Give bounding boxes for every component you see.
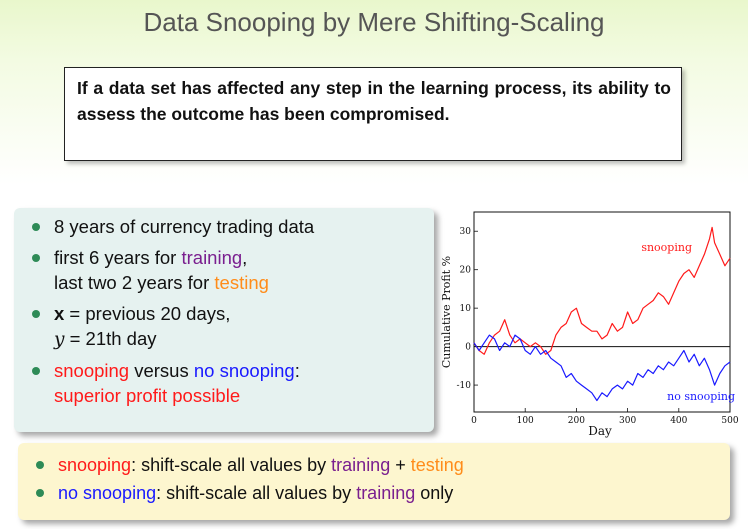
no-snooping-word: no snooping — [193, 360, 295, 381]
bullet-text: : — [294, 360, 300, 381]
series-label-snooping: snooping — [641, 241, 692, 254]
quote-box: If a data set has affected any step in t… — [64, 67, 682, 161]
series-line-no-snooping — [473, 334, 731, 402]
math-x: x — [54, 303, 65, 324]
bullet-text: 8 years of currency trading data — [54, 216, 315, 237]
training-word: training — [181, 247, 243, 268]
bullet-dot-icon — [32, 254, 40, 262]
bullet-text: = previous 20 days, — [64, 303, 231, 324]
bullet-dot-icon — [32, 223, 40, 231]
bullet-dot-icon — [32, 310, 40, 318]
training-word: training — [356, 483, 416, 503]
left-panel — [14, 208, 434, 432]
bullet-text: : shift-scale all values by — [156, 483, 357, 503]
bullet-text: = 21th day — [64, 328, 157, 349]
list-item: first 6 years for training, last two 2 y… — [26, 245, 426, 295]
x-tick-label: 400 — [670, 416, 687, 426]
series-label-no-snooping: no snooping — [667, 390, 735, 403]
bullet-text: only — [415, 483, 454, 503]
bullet-text: first 6 years for — [54, 247, 182, 268]
series-line-snooping — [473, 226, 731, 355]
snooping-word: snooping — [54, 360, 130, 381]
x-tick-label: 200 — [568, 416, 585, 426]
snooping-word: snooping — [58, 455, 132, 475]
slide-title: Data Snooping by Mere Shifting-Scaling — [143, 7, 605, 37]
left-bullet-list: 8 years of currency trading data first 6… — [26, 214, 426, 414]
y-tick-label: 10 — [460, 304, 472, 314]
x-tick-label: 500 — [721, 416, 738, 426]
list-item: snooping: shift-scale all values by trai… — [30, 451, 720, 479]
bullet-text: , — [242, 247, 248, 268]
bullet-text: last two 2 years for — [54, 272, 215, 293]
bullet-text: versus — [129, 360, 194, 381]
x-axis-label: Day — [588, 424, 612, 438]
bullet-dot-icon — [36, 461, 44, 469]
list-item: snooping versus no snooping: superior pr… — [26, 358, 426, 408]
profit-claim: superior profit possible — [54, 385, 241, 406]
list-item: x = previous 20 days, y = 21th day — [26, 301, 426, 352]
bottom-bullet-list: snooping: shift-scale all values by trai… — [30, 451, 720, 507]
bullet-text: + — [390, 455, 411, 475]
y-tick-label: 0 — [465, 343, 471, 353]
chart-series — [473, 226, 731, 402]
y-axis-label: Cumulative Profit % — [440, 256, 453, 368]
list-item: no snooping: shift-scale all values by t… — [30, 479, 720, 507]
y-tick-label: 20 — [460, 266, 472, 276]
x-tick-label: 0 — [471, 416, 477, 426]
y-tick-label: -10 — [457, 381, 472, 391]
x-tick-label: 100 — [517, 416, 534, 426]
bullet-dot-icon — [36, 489, 44, 497]
profit-chart: 0 100 200 300 400 500 -10 0 10 20 30 Cumulative Pr… — [440, 211, 739, 438]
bullet-dot-icon — [32, 367, 40, 375]
chart-axes: 0 100 200 300 400 500 -10 0 10 20 30 — [457, 211, 739, 426]
math-y: y — [54, 329, 65, 350]
no-snooping-word: no snooping — [58, 483, 157, 503]
list-item: 8 years of currency trading data — [26, 214, 426, 239]
plot-frame — [473, 211, 731, 413]
testing-word: testing — [214, 272, 269, 293]
bottom-panel — [18, 443, 730, 520]
testing-word: testing — [410, 455, 464, 475]
training-word: training — [331, 455, 391, 475]
bullet-text: : shift-scale all values by — [131, 455, 332, 475]
x-tick-label: 300 — [619, 416, 636, 426]
y-tick-label: 30 — [460, 227, 472, 237]
